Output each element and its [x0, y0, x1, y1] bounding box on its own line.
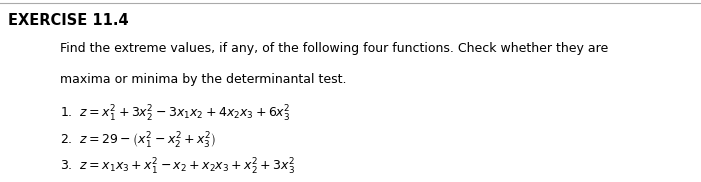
Text: maxima or minima by the determinantal test.: maxima or minima by the determinantal te…: [60, 73, 346, 86]
Text: EXERCISE 11.4: EXERCISE 11.4: [8, 13, 129, 28]
Text: 3.  $z = x_1x_3 + x_1^2 - x_2 + x_2x_3 + x_2^2 + 3x_3^2$: 3. $z = x_1x_3 + x_1^2 - x_2 + x_2x_3 + …: [60, 157, 295, 177]
Text: 4.  $z = e^{2x} + e^{-y} + e^{w^2} - (2x + 2e^{w} - y)$: 4. $z = e^{2x} + e^{-y} + e^{w^2} - (2x …: [60, 180, 296, 182]
Text: Find the extreme values, if any, of the following four functions. Check whether : Find the extreme values, if any, of the …: [60, 42, 608, 55]
Text: 2.  $z = 29 - \left(x_1^2 - x_2^2 + x_3^2\right)$: 2. $z = 29 - \left(x_1^2 - x_2^2 + x_3^2…: [60, 131, 215, 151]
Text: 1.  $z = x_1^2 + 3x_2^2 - 3x_1x_2 + 4x_2x_3 + 6x_3^2$: 1. $z = x_1^2 + 3x_2^2 - 3x_1x_2 + 4x_2x…: [60, 104, 290, 124]
